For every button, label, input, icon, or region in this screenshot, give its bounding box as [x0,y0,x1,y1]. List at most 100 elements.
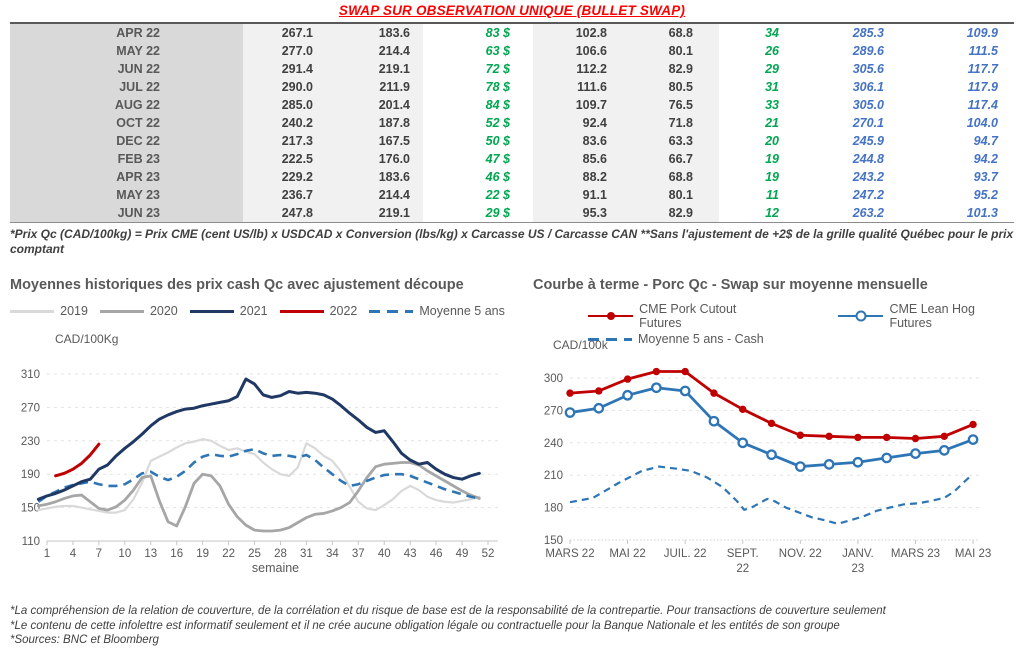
value-cell: 31 [719,78,800,96]
month-cell: JUN 22 [10,60,243,78]
svg-text:JANV.: JANV. [842,548,874,560]
left-chart-title: Moyennes historiques des prix cash Qc av… [10,277,464,293]
svg-text:13: 13 [144,548,157,560]
legend-label: CME Lean Hog Futures [889,302,975,330]
value-cell: 285.3 [800,24,900,42]
value-cell: 245.9 [800,132,900,150]
value-cell: 211.9 [330,78,423,96]
value-cell: 263.2 [800,204,900,222]
value-cell: 270.1 [800,114,900,132]
disclaimer-footer: *La compréhension de la relation de couv… [10,604,1016,648]
value-cell: 29 [719,60,800,78]
value-cell: 80.1 [625,186,719,204]
svg-text:22: 22 [222,548,235,560]
value-cell: 117.9 [900,78,1014,96]
legend-swatch [369,309,414,313]
svg-text:4: 4 [70,548,77,560]
month-cell: APR 22 [10,24,243,42]
value-cell: 63.3 [625,132,719,150]
table-row: MAY 22 277.0 214.4 63 $106.6 80.1 26 289.6 111.… [10,42,1014,60]
svg-text:37: 37 [352,548,365,560]
svg-text:49: 49 [456,548,469,560]
value-cell: 305.6 [800,60,900,78]
sources-line: *Sources: BNC et Bloomberg [10,634,159,646]
value-cell: 104.0 [900,114,1014,132]
table-footnote: *Prix Qc (CAD/100kg) = Prix CME (cent US… [10,227,1014,256]
value-cell: 21 [719,114,800,132]
value-cell: 76.5 [625,96,719,114]
right-chart-legend-row2: Moyenne 5 ans - Cash [588,332,1020,346]
value-cell: 291.4 [243,60,330,78]
svg-text:270: 270 [544,405,563,417]
value-cell: 243.2 [800,168,900,186]
svg-text:34: 34 [326,548,339,560]
bullet-swap-table: APR 22 267.1 183.6 83 $102.8 68.8 34 285.3 109.… [10,22,1014,223]
value-cell: 20 [719,132,800,150]
value-cell: 72 $ [423,60,533,78]
value-cell: 78 $ [423,78,533,96]
svg-text:23: 23 [852,563,865,575]
svg-text:190: 190 [21,469,40,481]
svg-text:52: 52 [482,548,495,560]
value-cell: 12 [719,204,800,222]
value-cell: 117.4 [900,96,1014,114]
value-cell: 109.9 [900,24,1014,42]
value-cell: 19 [719,150,800,168]
value-cell: 219.1 [330,204,423,222]
value-cell: 112.2 [533,60,625,78]
value-cell: 109.7 [533,96,625,114]
svg-text:7: 7 [96,548,102,560]
value-cell: 63 $ [423,42,533,60]
legend-item: CME Pork Cutout Futures [588,302,768,330]
value-cell: 83.6 [533,132,625,150]
value-cell: 217.3 [243,132,330,150]
svg-text:22: 22 [736,563,749,575]
month-cell: FEB 23 [10,150,243,168]
svg-text:NOV. 22: NOV. 22 [779,548,822,560]
legend-label: CME Pork Cutout Futures [639,302,737,330]
value-cell: 247.8 [243,204,330,222]
legend-item: 2019 [10,304,88,318]
value-cell: 101.3 [900,204,1014,222]
table-row: OCT 22 240.2 187.8 52 $92.4 71.8 21 270.1 104.0 [10,114,1014,132]
value-cell: 290.0 [243,78,330,96]
value-cell: 82.9 [625,204,719,222]
svg-text:SEPT.: SEPT. [727,548,759,560]
series-2021 [36,377,481,501]
svg-text:MARS 22: MARS 22 [545,548,594,560]
month-cell: APR 23 [10,168,243,186]
historical-cash-chart-panel: Moyennes historiques des prix cash Qc av… [10,272,517,575]
value-cell: 222.5 [243,150,330,168]
value-cell: 68.8 [625,24,719,42]
value-cell: 95.3 [533,204,625,222]
right-chart-y-unit: CAD/100k [553,338,608,352]
forward-curve-line-chart: 150 180 210 240 270 300 MARS 22 MAI 22 JUIL. 22 S… [544,367,991,575]
value-cell: 111.6 [533,78,625,96]
month-cell: AUG 22 [10,96,243,114]
right-chart-legend-row1: CME Pork Cutout Futures CME Lean Hog Futu… [588,302,1020,330]
svg-text:semaine: semaine [252,561,299,575]
table-row: AUG 22 285.0 201.4 84 $109.7 76.5 33 305.0 117.… [10,96,1014,114]
legend-label: 2020 [149,304,178,318]
svg-text:1: 1 [44,548,50,560]
left-chart-y-unit: CAD/100Kg [55,332,119,346]
svg-text:JUIL. 22: JUIL. 22 [664,548,707,560]
value-cell: 94.2 [900,150,1014,168]
month-cell: OCT 22 [10,114,243,132]
legend-swatch [189,309,234,313]
svg-text:31: 31 [300,548,313,560]
value-cell: 305.0 [800,96,900,114]
right-chart-title: Courbe à terme - Porc Qc - Swap sur moye… [533,277,928,293]
svg-text:180: 180 [544,503,563,515]
disclaimer-line-2: *Le contenu de cette infolettre est info… [10,619,840,632]
legend-swatch [279,309,324,313]
svg-text:25: 25 [248,548,261,560]
legend-label: Moyenne 5 ans - Cash [638,332,764,346]
month-cell: MAY 22 [10,42,243,60]
legend-item: 2022 [279,304,357,318]
value-cell: 52 $ [423,114,533,132]
value-cell: 94.7 [900,132,1014,150]
svg-text:150: 150 [21,503,40,515]
svg-text:240: 240 [544,438,563,450]
